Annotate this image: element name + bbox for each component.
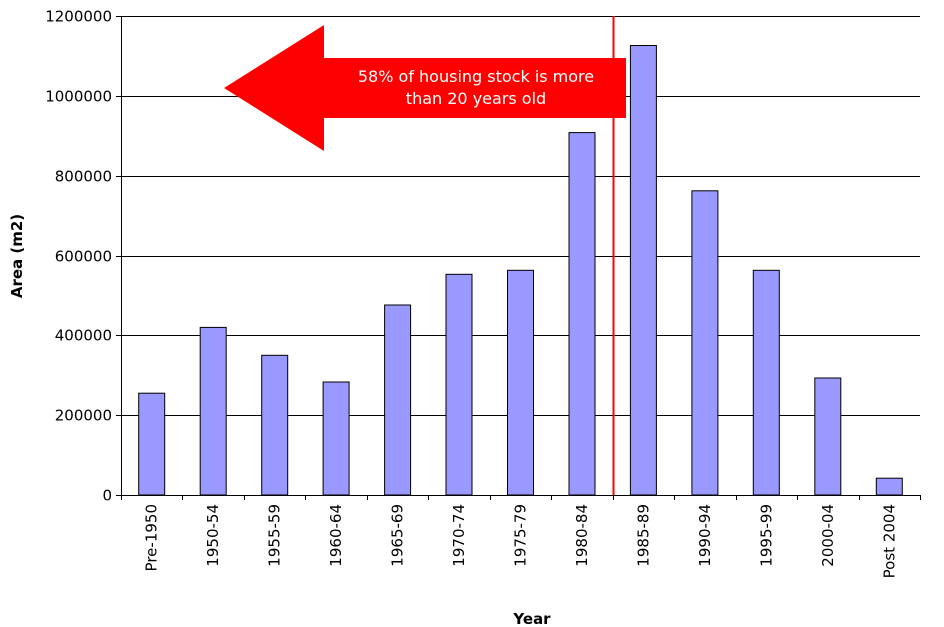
bar [568,132,596,496]
x-tick-label: 2000-04 [819,504,837,567]
x-tick-label: 1985-89 [634,504,652,567]
bar [629,45,657,496]
y-tick-label: 600000 [55,248,112,266]
x-tick-label: 1955-59 [266,504,284,567]
x-tick-label: 1980-84 [573,504,591,567]
x-tick-label: Post 2004 [880,504,898,578]
left-arrow-icon [224,25,626,151]
bar [199,326,227,496]
y-tick-label: 800000 [55,168,112,186]
annotation-callout: 58% of housing stock is more than 20 yea… [224,25,626,151]
x-tick-label: 1970-74 [450,504,468,567]
x-tick-label: Pre-1950 [143,504,161,571]
bar [138,392,166,496]
callout-line-2: than 20 years old [406,89,546,108]
y-tick-label: 200000 [55,407,112,425]
bar [445,273,473,496]
y-tick-label: 1000000 [45,88,112,106]
bar [261,354,289,496]
bar [875,477,903,496]
axes [116,16,921,500]
y-axis-title: Area (m2) [8,214,26,298]
x-tick-labels: Pre-1950 1950-54 1955-59 1960-64 1965-69 1970… [143,504,899,578]
bar [384,304,412,496]
y-tick-labels: 0 200000 400000 600000 800000 1000000 1200000 [45,8,112,505]
x-axis-title: Year [512,610,551,627]
bar [507,269,534,496]
bar [814,377,842,496]
y-tick-label: 400000 [55,327,112,345]
bar [322,381,350,496]
x-tick-label: 1950-54 [204,504,222,567]
callout-line-1: 58% of housing stock is more [358,67,594,86]
x-tick-label: 1975-79 [512,504,530,567]
bars [138,45,903,496]
y-tick-label: 1200000 [45,8,112,26]
x-tick-label: 1965-69 [389,504,407,567]
x-tick-label: 1960-64 [327,504,345,567]
x-tick-label: 1990-94 [696,504,714,567]
bar [752,269,780,496]
x-tick-label: 1995-99 [757,504,775,567]
bar [691,190,719,496]
y-tick-label: 0 [102,487,112,505]
